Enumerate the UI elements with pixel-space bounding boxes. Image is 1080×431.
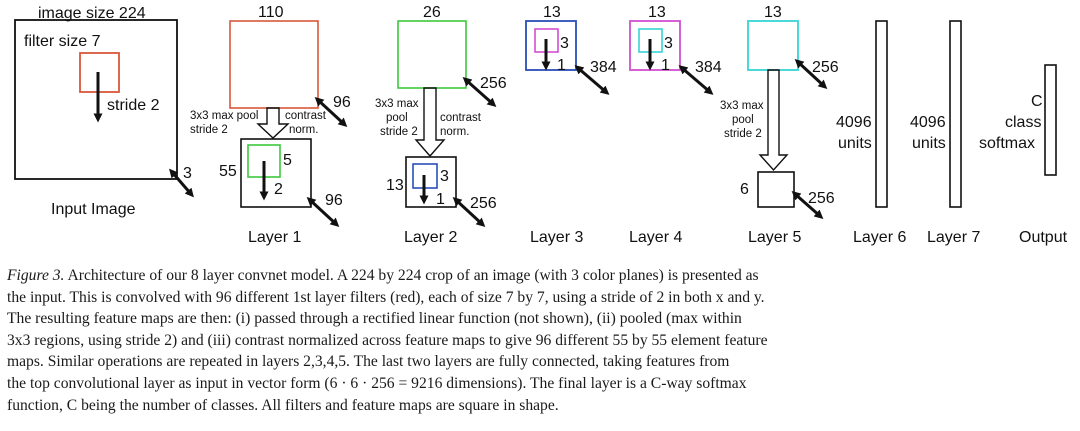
layer1-title: Layer 1 bbox=[248, 229, 301, 246]
layer5-map bbox=[747, 20, 799, 71]
layer2-bottom-depth-arrow bbox=[452, 196, 486, 228]
caption-line-1: Architecture of our 8 layer convnet mode… bbox=[64, 267, 759, 284]
layer3-title: Layer 3 bbox=[530, 229, 583, 246]
layer5-pool-label: 3x3 max pool stride 2 bbox=[720, 100, 767, 140]
output-softmax: softmax bbox=[979, 135, 1035, 152]
layer6-units-label: units bbox=[838, 135, 872, 152]
layer3-filter-size: 3 bbox=[560, 35, 569, 52]
layer2-filter-size: 3 bbox=[440, 168, 449, 185]
layer5-size-label: 13 bbox=[764, 4, 782, 21]
filter-size-label: filter size 7 bbox=[24, 33, 101, 50]
layer5-title: Layer 5 bbox=[748, 229, 801, 246]
layer4-stride-value: 1 bbox=[661, 57, 670, 74]
figure-caption: Figure 3. Architecture of our 8 layer co… bbox=[7, 265, 1075, 416]
layer1-depth-arrow bbox=[314, 96, 348, 128]
input-depth-arrow bbox=[169, 168, 194, 198]
convnet-architecture-diagram: image size 224 filter size 7 stride 2 3 … bbox=[14, 4, 1068, 246]
layer2-bottom-depth: 256 bbox=[470, 195, 497, 212]
layer5-depth-label: 256 bbox=[812, 59, 839, 76]
caption-line-5: maps. Similar operations are repeated in… bbox=[7, 353, 730, 371]
layer2-map bbox=[397, 20, 467, 89]
layer7-vector bbox=[949, 20, 962, 208]
output-c: C bbox=[1031, 93, 1043, 110]
figure-label: Figure 3. bbox=[7, 267, 65, 284]
layer1-filter-size: 5 bbox=[283, 152, 292, 169]
input-image-box bbox=[14, 19, 178, 180]
layer4-map bbox=[629, 20, 681, 71]
layer2-pooled-map bbox=[405, 156, 457, 208]
caption-line-2: the input. This is convolved with 96 dif… bbox=[7, 288, 765, 306]
caption-line-4: 3x3 regions, using stride 2) and (iii) c… bbox=[7, 331, 768, 349]
layer2-pool-label: 3x3 max pool stride 2 bbox=[375, 98, 422, 138]
layer1-pool-arrow bbox=[256, 107, 290, 139]
layer1-map bbox=[229, 20, 319, 109]
layer5-depth-arrow bbox=[794, 58, 828, 90]
caption-line-7: function, C being the number of classes.… bbox=[7, 396, 559, 414]
layer4-size-label: 13 bbox=[648, 4, 666, 21]
layer1-map-size: 55 bbox=[219, 163, 237, 180]
layer3-depth-arrow bbox=[574, 65, 610, 95]
layer2-pool-arrow bbox=[414, 87, 446, 158]
layer5-pooled-map bbox=[757, 171, 795, 208]
layer1-pooled-map bbox=[240, 138, 312, 208]
layer4-filter-size: 3 bbox=[664, 35, 673, 52]
output-title: Output bbox=[1019, 229, 1068, 246]
layer6-vector bbox=[875, 20, 888, 208]
layer4-depth-label: 384 bbox=[695, 59, 722, 76]
input-stride-label: stride 2 bbox=[107, 97, 160, 114]
layer1-bottom-depth: 96 bbox=[325, 192, 343, 209]
layer3-depth-label: 384 bbox=[590, 59, 617, 76]
layer1-norm-label: contrast norm. bbox=[285, 110, 329, 136]
layer2-norm-label: contrast norm. bbox=[440, 112, 484, 138]
image-size-label: image size 224 bbox=[38, 5, 146, 22]
layer2-stride-value: 1 bbox=[436, 191, 445, 208]
layer5-map-size: 6 bbox=[740, 181, 749, 198]
layer1-depth-label: 96 bbox=[333, 94, 351, 111]
input-depth-label: 3 bbox=[183, 165, 192, 182]
layer1-stride-value: 2 bbox=[274, 181, 283, 198]
layer2-title: Layer 2 bbox=[404, 229, 457, 246]
layer1-size-label: 110 bbox=[258, 4, 284, 21]
layer7-units-label: units bbox=[912, 135, 946, 152]
layer1-bottom-depth-arrow bbox=[306, 196, 340, 228]
layer1-pool-label: 3x3 max pool stride 2 bbox=[190, 110, 262, 136]
layer2-depth-label: 256 bbox=[480, 75, 507, 92]
layer6-units: 4096 bbox=[836, 114, 872, 131]
layer3-stride-value: 1 bbox=[557, 57, 566, 74]
layer4-title: Layer 4 bbox=[629, 229, 682, 246]
layer5-pool-arrow bbox=[758, 69, 789, 172]
layer4-depth-arrow bbox=[678, 65, 714, 95]
caption-line-3: The resulting feature maps are then: (i)… bbox=[7, 310, 742, 328]
layer5-bottom-depth: 256 bbox=[808, 190, 835, 207]
layer7-units-value: 4096 bbox=[910, 114, 946, 131]
layer5-bottom-depth-arrow bbox=[791, 191, 824, 219]
caption-line-6: the top convolutional layer as input in … bbox=[7, 374, 747, 392]
layer6-title: Layer 6 bbox=[853, 229, 906, 246]
input-image-title: Input Image bbox=[51, 201, 136, 218]
layer2-size-label: 26 bbox=[423, 4, 441, 21]
output-vector bbox=[1044, 64, 1057, 176]
layer3-map bbox=[525, 20, 577, 71]
layer2-map-size: 13 bbox=[386, 177, 404, 194]
output-class: class bbox=[1005, 114, 1041, 131]
layer2-depth-arrow bbox=[462, 77, 497, 107]
layer3-size-label: 13 bbox=[543, 4, 561, 21]
layer7-title: Layer 7 bbox=[927, 229, 980, 246]
